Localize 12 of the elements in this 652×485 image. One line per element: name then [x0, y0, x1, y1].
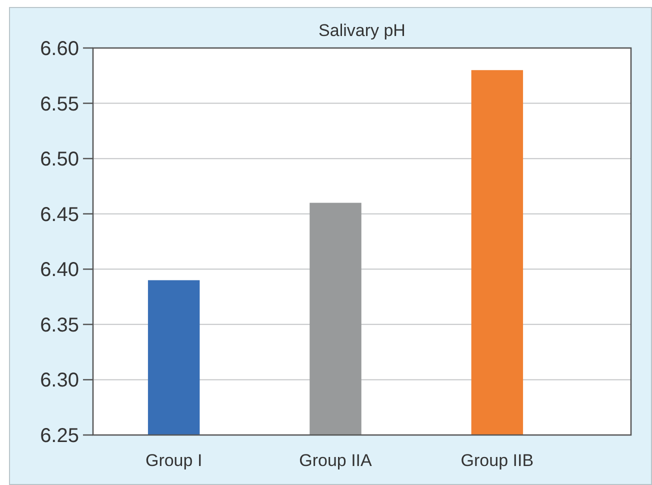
y-tick-label: 6.35: [40, 314, 79, 336]
x-tick-label: Group IIA: [299, 451, 373, 470]
y-tick-label: 6.30: [40, 370, 79, 392]
x-tick-label: Group IIB: [460, 451, 534, 470]
y-tick-label: 6.55: [40, 93, 79, 116]
x-tick-label: Group I: [145, 451, 202, 470]
y-tick-label: 6.40: [40, 259, 79, 282]
y-tick-label: 6.50: [40, 148, 79, 171]
y-tick-label: 6.25: [40, 425, 79, 447]
chart-title: Salivary pH: [318, 21, 406, 40]
y-tick-label: 6.45: [40, 204, 79, 226]
y-tick-label: 6.60: [40, 38, 79, 60]
